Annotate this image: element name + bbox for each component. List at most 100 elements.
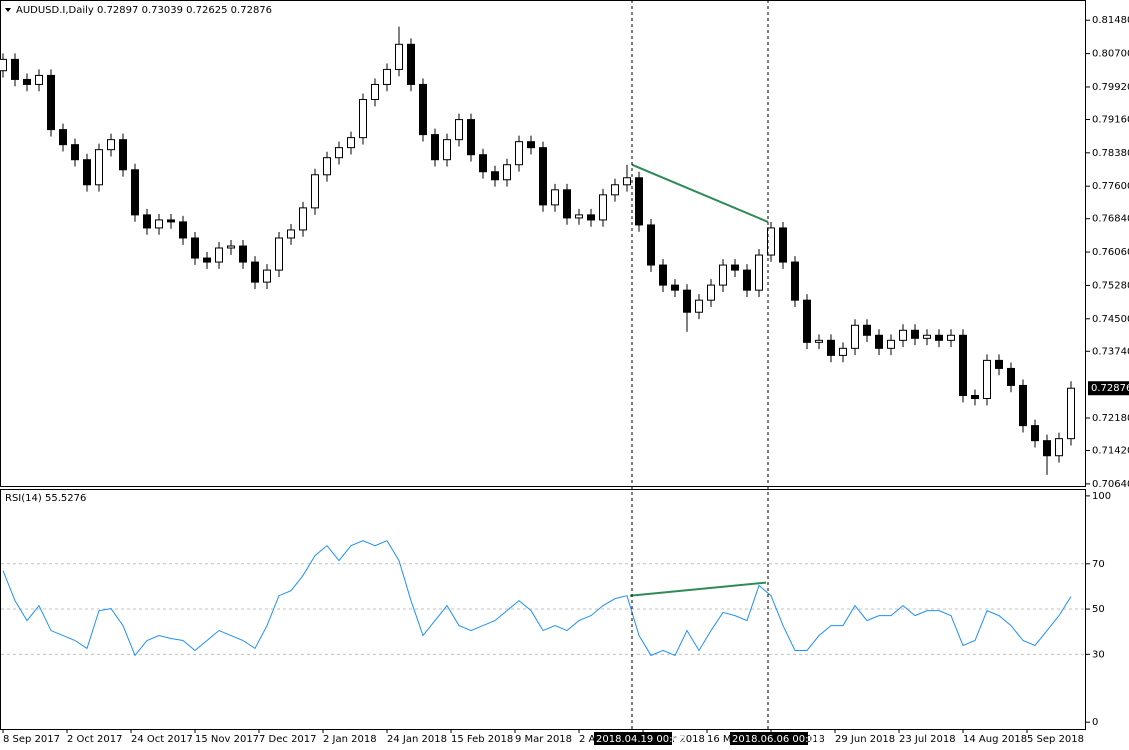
candle-body [119,139,127,171]
price-panel [0,0,1086,487]
candle-body [335,147,343,159]
x-tick-label: 29 Jun 2018 [835,734,895,745]
candle-body [599,194,607,221]
candle-body [575,214,583,219]
candle-body [287,229,295,239]
candle-body [71,144,79,161]
candle-body [983,359,991,399]
candle-body [203,257,211,263]
candle-body [803,299,811,343]
candle-body [239,245,247,263]
rsi-current: 55.5276 [45,493,86,504]
x-tick-label: 24 Jan 2018 [387,734,447,745]
candle-body [719,264,727,286]
candle-body [467,119,475,156]
candle-body [503,164,511,181]
rsi-panel [0,489,1086,730]
candle-body [995,359,1003,369]
candle-body [767,227,775,256]
candle-body [839,347,847,356]
candle-body [1055,438,1063,457]
candle-body [863,324,871,336]
trendline [631,163,769,223]
candle-body [611,184,619,196]
candle-body [563,189,571,219]
candle-body [743,269,751,291]
candle-body [83,159,91,186]
candle-body [539,147,547,206]
candle-body [947,334,955,341]
header-high: 0.73039 [142,5,183,16]
crosshair-label: 2018.06.06 00:00 [732,734,821,745]
candle-body [407,43,415,85]
candle-body [395,43,403,70]
x-tick-label: 2 Jan 2018 [323,734,377,745]
candle-body [887,339,895,349]
candle-body [323,157,331,176]
candle-body [371,83,379,100]
y-tick-label: 0 [1092,717,1098,728]
y-tick-label: 0.70640 [1092,479,1129,490]
last-price-box [1088,381,1129,396]
y-tick-label: 30 [1092,649,1105,660]
rsi-trendline [629,581,767,597]
candle-body [263,269,271,283]
x-tick-label: 14 Aug 2018 [963,734,1027,745]
candle-body [899,329,907,341]
candle-body [311,174,319,209]
candle-body [0,58,7,72]
candle-body [479,154,487,173]
x-tick-label: 15 Nov 2017 [195,734,259,745]
rsi-title: RSI(14) [5,493,42,504]
candle-body [1007,367,1015,386]
x-tick-label: 9 Mar 2018 [515,734,572,745]
candle-body [875,334,883,349]
header-low: 0.72625 [186,5,227,16]
candle-body [515,141,523,166]
candle-body [1043,440,1051,457]
candle-body [1067,387,1075,440]
candle-body [191,237,199,259]
chart-header: AUDUSD.I,Daily 0.72897 0.73039 0.72625 0… [16,5,272,16]
candle-body [851,324,859,349]
x-tick-label: 24 Apr 2018 [643,734,705,745]
candle-body [779,227,787,263]
candle-body [755,254,763,291]
y-tick-label: 50 [1092,604,1105,615]
candle-body [731,264,739,271]
candle-body [959,334,967,397]
candle-body [35,74,43,85]
candle-body [695,299,703,313]
candle-body [707,284,715,301]
candle-body [1031,425,1039,442]
y-tick-label: 100 [1092,491,1111,502]
candle-body [659,264,667,286]
candle-body [227,245,235,249]
candle-body [215,247,223,263]
candle-body [551,189,559,206]
candle-body [359,98,367,139]
candle-body [647,224,655,266]
candle-body [911,329,919,339]
candle-body [143,214,151,229]
last-price-label: 0.72876 [1091,383,1129,394]
candle-body [59,129,67,146]
candle-body [923,334,931,339]
x-tick-label: 7 Dec 2017 [259,734,317,745]
candle-body [383,68,391,85]
x-tick-label: 24 Oct 2017 [131,734,193,745]
candle-body [347,137,355,149]
menu-icon [5,8,11,12]
x-tick-label: 8 Sep 2017 [3,734,60,745]
crosshair-label: 2018.04.19 00:00 [596,734,685,745]
x-tick-label: 5 Sep 2018 [1027,734,1084,745]
